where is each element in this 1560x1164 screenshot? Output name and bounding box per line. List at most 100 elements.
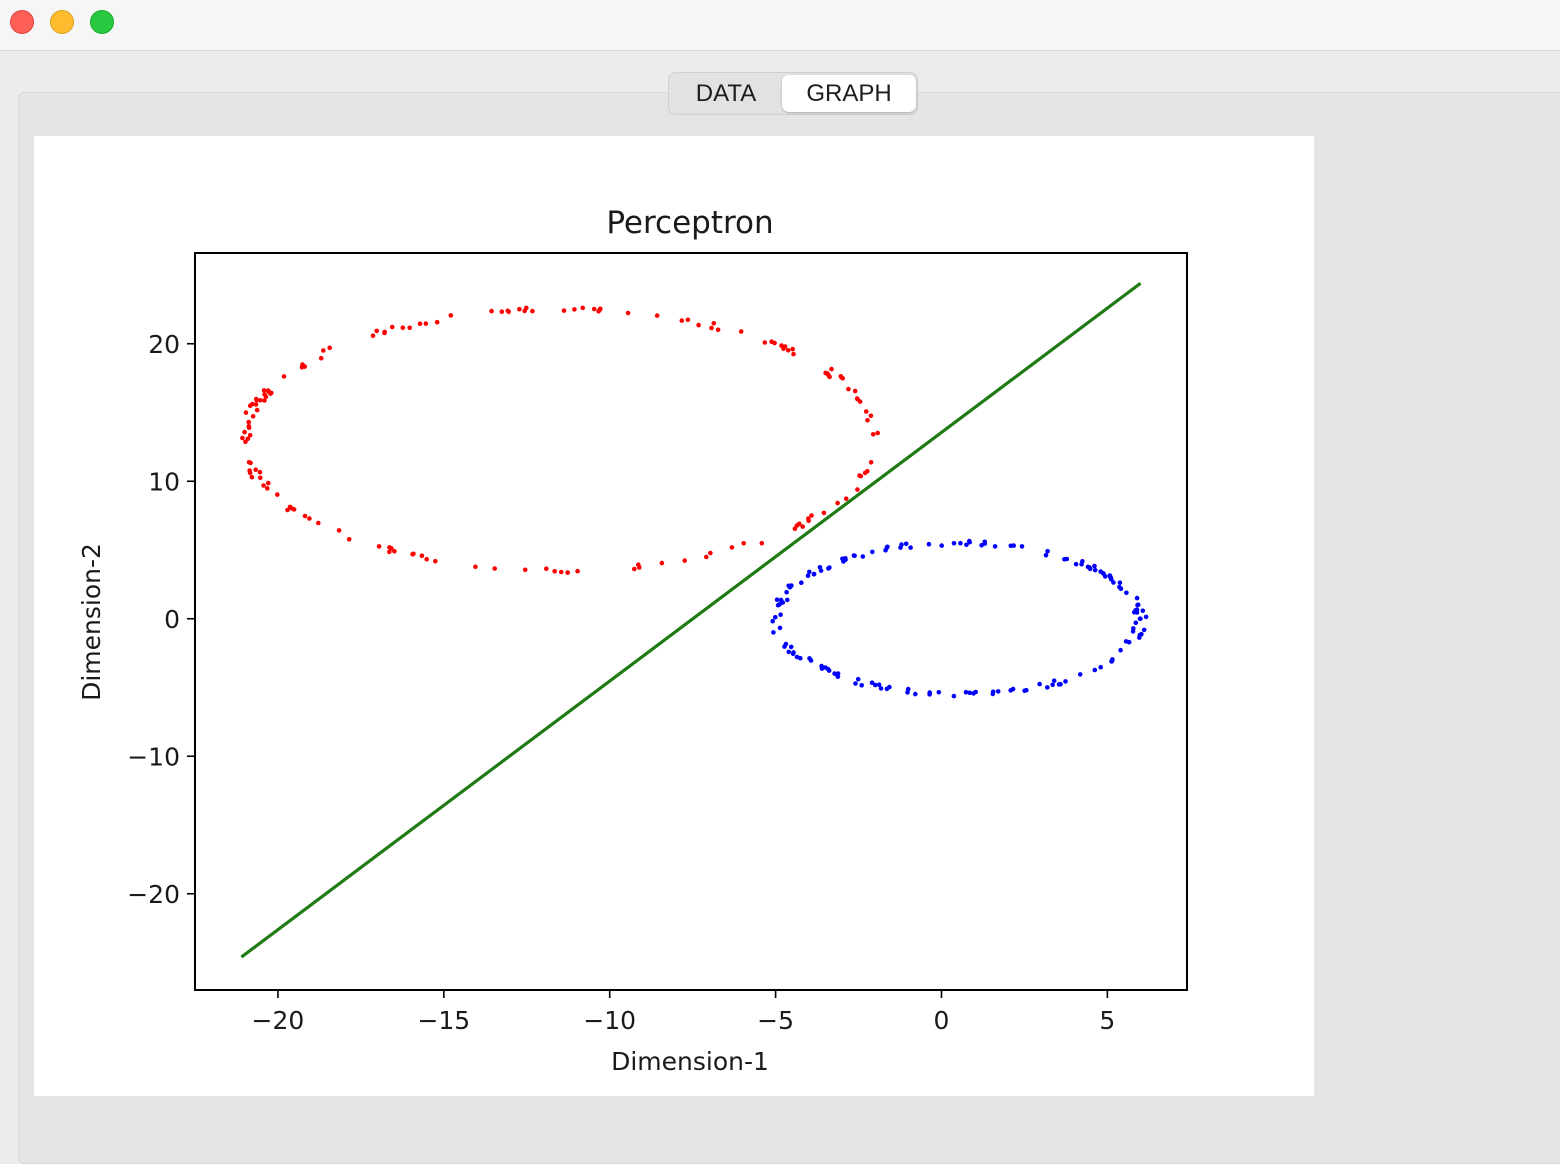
scatter-point bbox=[258, 475, 263, 481]
scatter-point bbox=[1141, 627, 1147, 633]
scatter-point bbox=[905, 686, 911, 692]
zoom-window-button[interactable] bbox=[90, 10, 114, 34]
scatter-point bbox=[868, 413, 874, 419]
scatter-point bbox=[859, 683, 864, 688]
scatter-point bbox=[685, 317, 691, 323]
tick-layer: −20 −15 −10 −5 0 5 −20 −10 0 10 20 bbox=[127, 330, 1115, 1035]
scatter-point bbox=[275, 492, 280, 497]
scatter-point bbox=[951, 693, 957, 699]
scatter-point bbox=[261, 388, 267, 393]
scatter-point bbox=[853, 681, 858, 686]
scatter-point bbox=[990, 691, 996, 697]
scatter-point bbox=[826, 668, 832, 673]
scatter-point bbox=[565, 570, 570, 575]
scatter-point bbox=[715, 327, 721, 333]
scatter-point bbox=[318, 355, 324, 361]
scatter-point bbox=[809, 513, 814, 518]
scatter-point bbox=[855, 676, 861, 682]
scatter-point bbox=[1109, 659, 1115, 664]
scatter-point bbox=[788, 644, 794, 650]
scatter-point bbox=[858, 473, 864, 479]
scatter-point bbox=[249, 474, 255, 480]
scatter-point bbox=[870, 432, 876, 437]
scatter-point bbox=[370, 333, 376, 338]
scatter-point bbox=[772, 340, 777, 346]
scatter-point bbox=[873, 682, 878, 688]
scatter-point bbox=[266, 480, 271, 486]
scatter-point bbox=[913, 691, 918, 697]
scatter-point bbox=[250, 414, 256, 419]
scatter-point bbox=[797, 521, 802, 527]
scatter-point bbox=[863, 409, 869, 414]
y-tick-label: −20 bbox=[127, 880, 180, 909]
scatter-point bbox=[860, 554, 866, 559]
scatter-point bbox=[967, 539, 972, 545]
scatter-point bbox=[580, 305, 585, 311]
scatter-point bbox=[823, 370, 828, 376]
series-layer bbox=[240, 281, 1149, 959]
scatter-point bbox=[805, 573, 811, 578]
scatter-point bbox=[407, 325, 413, 331]
scatter-point bbox=[253, 467, 258, 473]
scatter-point bbox=[505, 308, 511, 314]
scatter-point bbox=[247, 470, 253, 476]
scatter-point bbox=[243, 439, 248, 445]
scatter-point bbox=[1056, 682, 1062, 687]
scatter-point bbox=[281, 374, 287, 379]
scatter-point bbox=[759, 540, 765, 546]
scatter-point bbox=[1045, 685, 1050, 690]
scatter-point bbox=[865, 469, 870, 474]
scatter-point bbox=[1117, 580, 1123, 585]
scatter-point bbox=[1130, 629, 1136, 634]
scatter-point bbox=[262, 398, 267, 403]
scatter-point bbox=[979, 543, 984, 548]
scatter-point bbox=[299, 365, 305, 370]
scatter-point bbox=[790, 651, 796, 657]
scatter-point bbox=[1019, 544, 1025, 549]
minimize-window-button[interactable] bbox=[50, 10, 74, 34]
scatter-point bbox=[939, 543, 944, 548]
scatter-point bbox=[265, 486, 270, 491]
scatter-point bbox=[785, 597, 790, 603]
scatter-point bbox=[777, 625, 783, 631]
scatter-point bbox=[783, 641, 789, 647]
x-tick-label: −5 bbox=[757, 1006, 794, 1035]
scatter-point bbox=[800, 524, 805, 529]
scatter-point bbox=[875, 430, 880, 436]
scatter-point bbox=[840, 376, 845, 381]
scatter-point bbox=[741, 541, 746, 546]
scatter-point bbox=[992, 544, 998, 549]
scatter-point bbox=[473, 564, 478, 570]
scatter-point bbox=[1098, 664, 1103, 670]
scatter-point bbox=[1080, 559, 1085, 564]
scatter-point bbox=[246, 423, 252, 429]
scatter-point bbox=[1132, 609, 1137, 615]
scatter-point bbox=[544, 566, 549, 571]
scatter-point bbox=[417, 321, 423, 326]
scatter-point bbox=[709, 325, 714, 331]
scatter-point bbox=[376, 544, 382, 549]
scatter-point bbox=[1050, 682, 1055, 688]
scatter-point bbox=[951, 541, 957, 546]
scatter-point bbox=[738, 329, 744, 334]
scatter-point bbox=[552, 569, 557, 574]
scatter-point bbox=[530, 308, 535, 314]
scatter-point bbox=[791, 351, 796, 357]
scatter-point bbox=[785, 348, 791, 353]
scatter-point bbox=[708, 550, 713, 556]
scatter-point bbox=[679, 318, 685, 323]
tab-data[interactable]: DATA bbox=[695, 80, 757, 107]
scatter-point bbox=[792, 526, 798, 531]
scatter-point bbox=[247, 432, 253, 438]
scatter-point bbox=[851, 553, 857, 558]
scatter-point bbox=[258, 398, 263, 403]
scatter-point bbox=[869, 680, 875, 685]
close-window-button[interactable] bbox=[10, 10, 34, 34]
scatter-point bbox=[316, 520, 321, 526]
tab-graph[interactable]: GRAPH bbox=[782, 75, 916, 112]
scatter-point bbox=[729, 545, 735, 550]
scatter-point bbox=[818, 568, 824, 573]
scatter-point bbox=[261, 483, 266, 488]
scatter-point bbox=[887, 684, 892, 690]
scatter-point bbox=[1133, 620, 1139, 626]
